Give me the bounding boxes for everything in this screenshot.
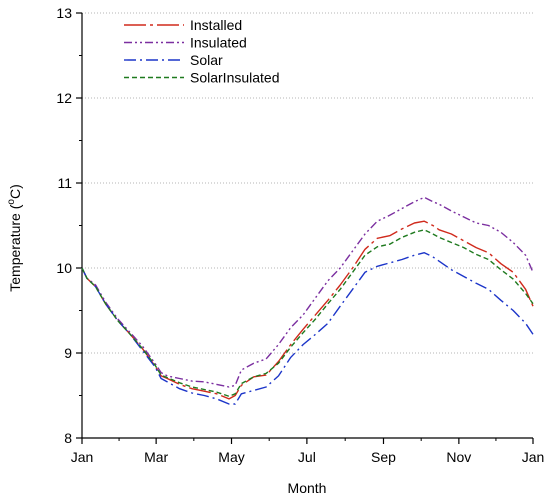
legend-label-installed: Installed — [190, 17, 242, 33]
legend-label-insulated: Insulated — [190, 35, 247, 51]
legend-label-solarinsulated: SolarInsulated — [190, 70, 280, 86]
legend-label-solar: Solar — [190, 52, 223, 68]
x-tick-label: Nov — [446, 449, 471, 465]
x-tick-label: May — [218, 449, 244, 465]
y-tick-label: 8 — [64, 430, 72, 446]
x-tick-label: Jan — [71, 449, 94, 465]
y-tick-label: 9 — [64, 345, 72, 361]
y-axis-title: Temperature (oC) — [6, 184, 23, 292]
x-axis-title: Month — [288, 480, 327, 496]
series-line-solarinsulated — [81, 229, 534, 397]
grid-layer — [82, 12, 533, 354]
x-tick-label: Jul — [298, 449, 316, 465]
x-tick-label: Sep — [371, 449, 396, 465]
axes-layer: 8 9 10 11 12 13 Jan Mar May Jul Sep Nov Jan — [56, 5, 544, 465]
series-layer — [81, 196, 534, 405]
series-line-solar — [81, 251, 534, 405]
y-tick-label: 13 — [56, 5, 72, 21]
series-line-insulated — [81, 196, 534, 388]
y-tick-label: 12 — [56, 90, 72, 106]
x-tick-label: Mar — [144, 449, 168, 465]
x-tick-label: Jan — [522, 449, 545, 465]
y-tick-label: 11 — [57, 175, 72, 191]
y-tick-label: 10 — [56, 260, 72, 276]
